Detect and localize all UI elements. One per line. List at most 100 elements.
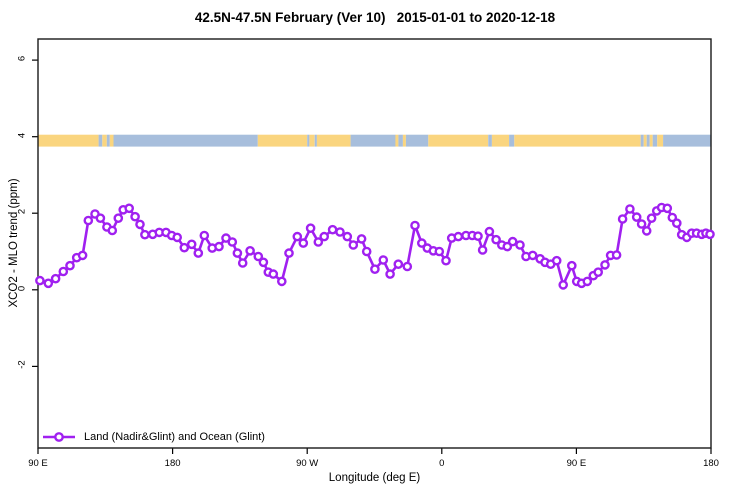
map-band-water-segment [98,134,103,147]
x-tick-label: 90 W [296,458,319,469]
data-point-marker [416,238,427,248]
map-band-water-segment [488,134,492,147]
data-point-marker [335,227,345,237]
map-band-land-segment [316,134,351,147]
data-point-marker [253,251,264,262]
y-axis-title: XCO2 - MLO trend (ppm) [8,178,20,308]
data-point-marker [227,237,238,247]
data-point-marker [232,248,243,258]
map-band-water-segment [350,134,396,147]
data-point-marker [65,260,75,271]
map-band-water-segment [509,134,515,147]
data-point-marker [441,255,451,266]
data-point-marker [641,226,652,236]
data-point-marker [672,218,682,228]
data-point-marker [631,212,642,222]
data-point-marker [617,214,628,224]
map-band-water-segment [663,134,711,147]
map-band-land-segment [428,134,489,147]
data-point-marker [258,257,269,268]
data-point-marker [515,240,525,250]
map-band-land-segment [309,134,315,147]
data-point-marker [327,224,338,235]
data-point-marker [35,275,45,286]
map-band-land-segment [257,134,308,147]
chart-title: 42.5N-47.5N February (Ver 10) 2015-01-01… [194,10,556,25]
map-band-land-segment [402,134,406,147]
data-point-marker [124,203,134,214]
data-point-marker [477,245,488,255]
data-point-marker [43,278,54,289]
data-point-marker [527,250,538,261]
data-point-marker [370,264,380,275]
data-point-marker [107,225,118,236]
data-point-marker [453,231,464,242]
data-point-marker [558,280,569,290]
map-band-land-segment [38,134,99,147]
legend: Land (Nadir&Glint) and Ocean (Glint) [42,429,265,445]
x-axis-title: Longitude (deg E) [328,472,421,484]
data-point-marker [77,250,88,261]
data-point-marker [484,226,495,237]
map-band-land-segment [102,134,107,147]
data-point-marker [636,219,647,229]
data-point-marker [393,259,404,270]
data-point-marker [625,204,635,214]
data-point-marker [402,261,413,272]
data-point-marker [186,239,197,250]
data-point-marker [193,248,204,258]
data-point-marker [50,273,61,284]
data-point-marker [313,237,324,247]
data-point-marker [600,260,610,270]
data-point-marker [491,234,501,245]
map-band-land-segment [491,134,510,147]
map-band-land-segment [395,134,399,147]
data-point-marker [284,248,294,258]
map-band-water-segment [106,134,110,147]
data-point-marker [507,236,518,247]
data-point-marker [385,269,395,279]
data-point-marker [214,241,224,252]
data-point-marker [502,241,513,252]
data-point-marker [348,240,359,250]
legend-marker-icon [43,432,75,442]
data-point-marker [83,215,94,226]
data-point-marker [434,246,445,257]
data-point-marker [662,203,673,214]
map-band-land-segment [649,134,653,147]
legend-label: Land (Nadir&Glint) and Ocean (Glint) [84,431,265,443]
data-point-marker [611,250,622,260]
data-point-marker [140,229,150,240]
data-point-marker [135,219,145,230]
data-point-marker [410,220,420,231]
map-band-water-segment [652,134,658,147]
data-point-marker [58,266,69,277]
data-point-marker [705,229,715,240]
map-band-land-segment [514,134,641,147]
data-point-marker [245,245,255,256]
data-point-marker [551,255,562,266]
data-point-marker [298,238,309,248]
data-point-marker [95,213,106,223]
data-point-marker [356,234,367,244]
data-point-marker [276,276,287,287]
data-point-marker [342,231,353,242]
map-band-water-segment [314,134,317,147]
data-point-marker [582,276,593,287]
data-point-marker [237,258,248,268]
map-band-water-segment [113,134,258,147]
data-point-marker [319,231,330,242]
data-point-marker [593,267,604,278]
data-point-marker [473,231,483,241]
x-tick-label: 90 E [566,458,587,469]
x-tick-label: 180 [703,458,719,469]
map-band-water-segment [640,134,644,147]
map-band-water-segment [646,134,650,147]
data-point-marker [305,223,316,233]
data-point-marker [268,269,279,279]
data-point-marker [361,246,372,257]
map-band-land-segment [643,134,647,147]
data-point-marker [113,213,124,223]
